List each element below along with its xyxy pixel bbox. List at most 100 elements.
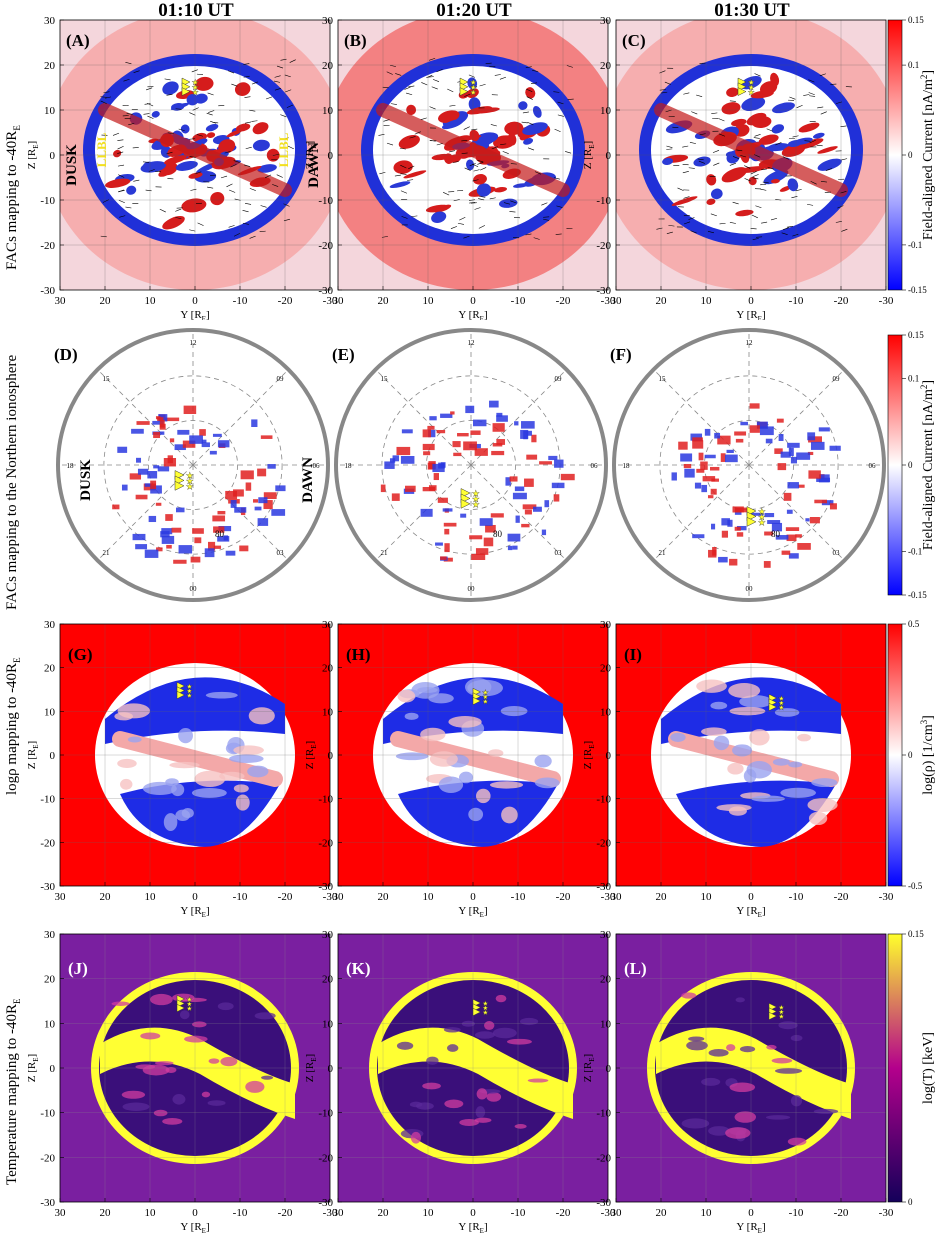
polar-panel-0: 12 09 06 03 00 21 18 15 80 <box>56 328 330 602</box>
y-tick-label: 0 <box>328 750 334 762</box>
density-blob <box>797 733 811 742</box>
velocity-vector <box>534 171 542 175</box>
density-blob <box>127 736 142 743</box>
fac-pixel <box>384 461 395 469</box>
current-filament <box>476 183 492 197</box>
star-marker: ★ <box>778 694 785 703</box>
fac-pixel <box>690 433 703 441</box>
density-blob <box>788 761 803 768</box>
hot-plasma-sheet <box>378 1027 573 1119</box>
velocity-vector <box>840 158 848 161</box>
plasma-sheet <box>390 731 561 787</box>
velocity-vector <box>378 134 385 136</box>
current-filament <box>188 172 203 179</box>
fac-pixel <box>759 426 774 436</box>
dusk-label: DUSK <box>64 144 80 186</box>
x-tick-label: -10 <box>511 891 526 903</box>
velocity-vector <box>119 215 126 218</box>
current-filament <box>218 139 236 154</box>
temperature-filament <box>154 1061 174 1066</box>
velocity-vector <box>553 91 560 93</box>
velocity-vector <box>244 96 251 98</box>
velocity-vector <box>100 96 107 98</box>
fac-pixel <box>531 434 537 443</box>
density-blob <box>169 761 200 769</box>
x-tick-label: 30 <box>55 1207 67 1219</box>
y-tick-label: -30 <box>318 1197 333 1209</box>
current-filament <box>522 122 548 135</box>
velocity-vector <box>837 205 844 209</box>
temperature-filament <box>474 1117 492 1123</box>
density-blob <box>233 745 264 755</box>
fac-pixel <box>721 518 730 526</box>
velocity-vector <box>713 162 720 166</box>
velocity-vector <box>729 100 736 102</box>
temperature-filament <box>140 1032 161 1040</box>
fac-pixel <box>698 452 704 461</box>
velocity-vector <box>251 81 259 85</box>
column-title-2: 01:20 UT <box>436 0 512 21</box>
current-filament <box>507 132 517 146</box>
y-axis-label: Z [RE] <box>26 741 40 769</box>
y-tick-label: 10 <box>44 105 56 117</box>
mlt-label: 06 <box>869 462 877 470</box>
velocity-vector <box>464 167 471 171</box>
latitude-circle <box>659 375 839 555</box>
temperature-filament <box>726 1044 736 1051</box>
velocity-vector <box>284 74 291 78</box>
current-filament <box>398 134 420 149</box>
latitude-label: 80 <box>493 529 503 539</box>
colorbar-tick-label: -0.15 <box>908 285 927 295</box>
fac-pixel <box>240 470 254 480</box>
colorbar-tick-label: -0.15 <box>908 590 927 600</box>
temperature-filament <box>184 1035 208 1043</box>
velocity-vector <box>276 65 284 69</box>
current-filament <box>171 102 185 111</box>
density-blob <box>233 784 249 793</box>
x-tick-label: -30 <box>323 295 338 307</box>
current-filament <box>180 124 190 134</box>
density-blob <box>710 701 728 710</box>
current-filament <box>257 164 277 173</box>
temperature-filament <box>519 1017 539 1026</box>
fac-pixel <box>496 439 506 445</box>
velocity-vector <box>260 205 267 208</box>
velocity-vector <box>272 184 279 187</box>
fac-pixel <box>532 506 542 512</box>
x-tick-label: -10 <box>233 1207 248 1219</box>
fac-pixel <box>442 508 453 512</box>
fac-pixel <box>814 499 828 504</box>
fac-pixel <box>148 515 157 523</box>
density-blob <box>117 758 137 769</box>
velocity-vector <box>469 201 476 204</box>
velocity-vector <box>781 232 788 236</box>
velocity-vector <box>767 166 774 170</box>
fac-pixel <box>514 421 519 426</box>
x-tick-label: 20 <box>100 1207 112 1219</box>
x-tick-label: -10 <box>233 295 248 307</box>
fac-pixel <box>465 405 475 414</box>
x-tick-label: -30 <box>323 1207 338 1219</box>
x-tick-label: 20 <box>100 295 112 307</box>
fac-pixel <box>783 492 792 501</box>
current-filament <box>252 139 270 152</box>
current-filament <box>763 169 789 185</box>
velocity-vector <box>750 228 757 230</box>
fac-pixel <box>239 545 249 552</box>
x-tick-label: 30 <box>333 891 345 903</box>
fac-pixel <box>683 463 692 469</box>
y-axis-label: Z [RE] <box>582 741 596 769</box>
fac-pixel <box>136 421 150 425</box>
star-marker: ★ <box>482 688 489 697</box>
fac-pixel <box>117 446 128 453</box>
fac-pixel <box>207 541 216 551</box>
velocity-vector <box>123 78 130 82</box>
colorbar <box>887 933 903 1203</box>
fac-pixel <box>175 507 185 513</box>
star-marker: ★ <box>482 697 489 706</box>
column-title-3: 01:30 UT <box>714 0 790 21</box>
colorbar-label: log(ρ) [1/cm3] <box>919 715 936 795</box>
star-marker: ★ <box>186 1004 193 1013</box>
mlt-label: 00 <box>190 585 198 593</box>
fac-pixel <box>473 419 487 427</box>
